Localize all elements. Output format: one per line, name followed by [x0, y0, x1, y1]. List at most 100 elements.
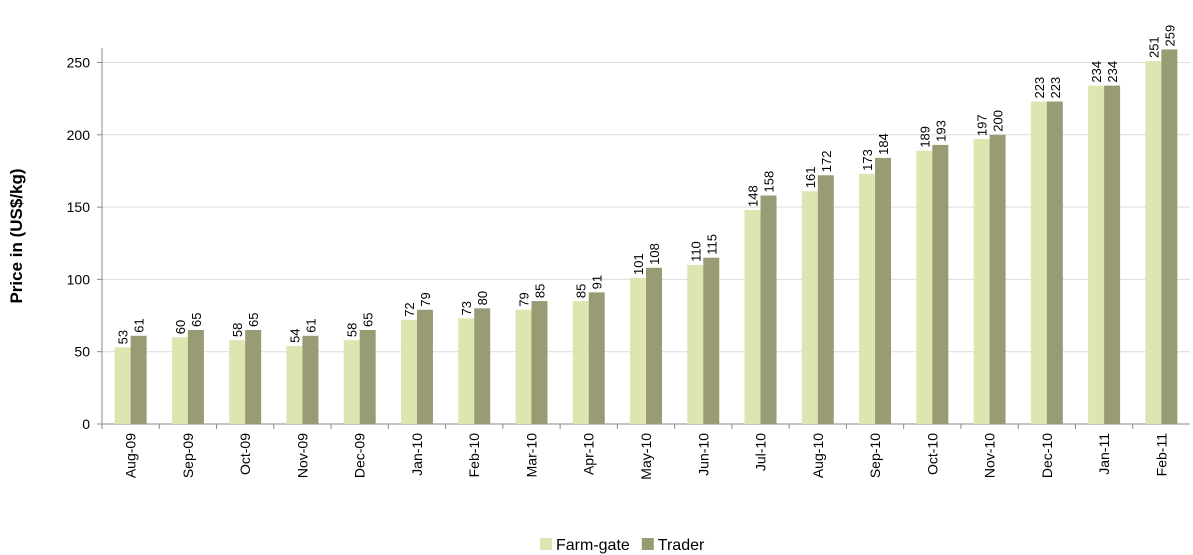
bar	[458, 318, 475, 424]
bar	[687, 264, 704, 424]
x-tick-label: Mar-10	[523, 433, 539, 478]
bar	[744, 209, 761, 424]
value-label: 85	[532, 284, 547, 298]
bar	[875, 157, 892, 424]
bar	[515, 309, 532, 424]
bar	[1088, 85, 1105, 424]
x-tick-label: Jun-10	[695, 433, 711, 476]
value-label: 173	[860, 149, 875, 171]
x-tick-label: Nov-10	[982, 433, 998, 478]
value-label: 223	[1032, 77, 1047, 99]
bar	[760, 195, 777, 424]
x-tick-label: Dec-09	[352, 433, 368, 478]
value-label: 223	[1048, 77, 1063, 99]
bar	[646, 267, 662, 424]
bar	[359, 330, 376, 424]
value-label: 101	[631, 253, 646, 275]
value-label: 65	[361, 313, 376, 327]
bar	[416, 309, 433, 424]
value-label: 65	[246, 313, 261, 327]
bar	[801, 191, 818, 424]
value-label: 158	[762, 171, 777, 193]
legend-label: Trader	[658, 537, 705, 554]
value-label: 61	[303, 318, 318, 332]
y-tick-label: 150	[67, 199, 91, 215]
bar	[932, 144, 949, 424]
bar	[286, 345, 303, 424]
bar	[973, 139, 990, 424]
x-tick-label: Oct-10	[924, 433, 940, 475]
x-tick-label: Sep-10	[867, 433, 883, 478]
legend-swatch	[540, 538, 552, 550]
value-label: 251	[1146, 36, 1161, 58]
y-axis-label: Price in (US$/kg)	[7, 168, 26, 303]
x-tick-label: Apr-10	[581, 433, 597, 475]
value-label: 60	[173, 320, 188, 334]
value-label: 108	[647, 243, 662, 265]
bar	[400, 319, 417, 424]
y-tick-label: 100	[67, 271, 91, 287]
bar	[630, 277, 646, 424]
value-label: 172	[819, 151, 834, 173]
bar	[531, 301, 548, 424]
bar	[572, 301, 589, 424]
value-label: 197	[975, 114, 990, 136]
x-tick-label: Jan-10	[409, 433, 425, 476]
value-label: 80	[475, 291, 490, 305]
bar	[1104, 85, 1121, 424]
value-label: 61	[132, 318, 147, 332]
value-label: 200	[991, 110, 1006, 132]
bar	[130, 335, 147, 424]
x-tick-label: Sep-09	[180, 433, 196, 478]
bar	[114, 347, 131, 424]
value-label: 65	[189, 313, 204, 327]
value-label: 148	[746, 185, 761, 207]
value-label: 58	[345, 323, 360, 337]
y-tick-label: 200	[67, 127, 91, 143]
bar	[302, 335, 319, 424]
x-tick-label: Aug-10	[810, 433, 826, 478]
value-label: 110	[688, 241, 703, 262]
x-tick-label: May-10	[638, 433, 654, 480]
y-tick-label: 250	[67, 54, 91, 70]
bar	[187, 330, 204, 424]
value-label: 115	[704, 234, 719, 255]
x-tick-label: Feb-10	[466, 433, 482, 478]
value-label: 184	[876, 133, 891, 155]
bar	[229, 340, 246, 424]
legend-swatch	[641, 538, 654, 550]
bar	[343, 340, 360, 424]
value-label: 193	[933, 120, 948, 142]
x-tick-label: Oct-09	[237, 433, 253, 475]
bar	[1030, 101, 1047, 424]
bar	[474, 308, 491, 424]
value-label: 53	[116, 330, 131, 344]
bar	[859, 173, 876, 424]
value-label: 79	[418, 292, 433, 306]
value-label: 58	[230, 323, 245, 337]
value-label: 259	[1162, 25, 1177, 47]
value-label: 72	[402, 302, 417, 316]
value-label: 161	[803, 166, 818, 188]
x-tick-label: Jul-10	[753, 433, 769, 471]
value-label: 189	[917, 126, 932, 148]
y-tick-label: 50	[74, 344, 90, 360]
value-label: 79	[516, 292, 531, 306]
bar	[1046, 101, 1063, 424]
bar	[703, 257, 720, 424]
x-tick-label: Jan-11	[1096, 433, 1112, 475]
x-tick-label: Dec-10	[1039, 433, 1055, 478]
value-label: 91	[590, 275, 605, 289]
value-label: 73	[459, 301, 474, 315]
bar	[245, 330, 262, 424]
bar	[588, 292, 605, 424]
legend-label: Farm-gate	[556, 537, 630, 554]
bar	[171, 337, 188, 424]
bar	[916, 150, 933, 424]
bar	[1145, 61, 1162, 425]
x-tick-label: Aug-09	[123, 433, 139, 478]
x-tick-label: Nov-09	[294, 433, 310, 478]
x-tick-label: Feb-11	[1153, 433, 1169, 477]
value-label: 234	[1089, 61, 1104, 83]
